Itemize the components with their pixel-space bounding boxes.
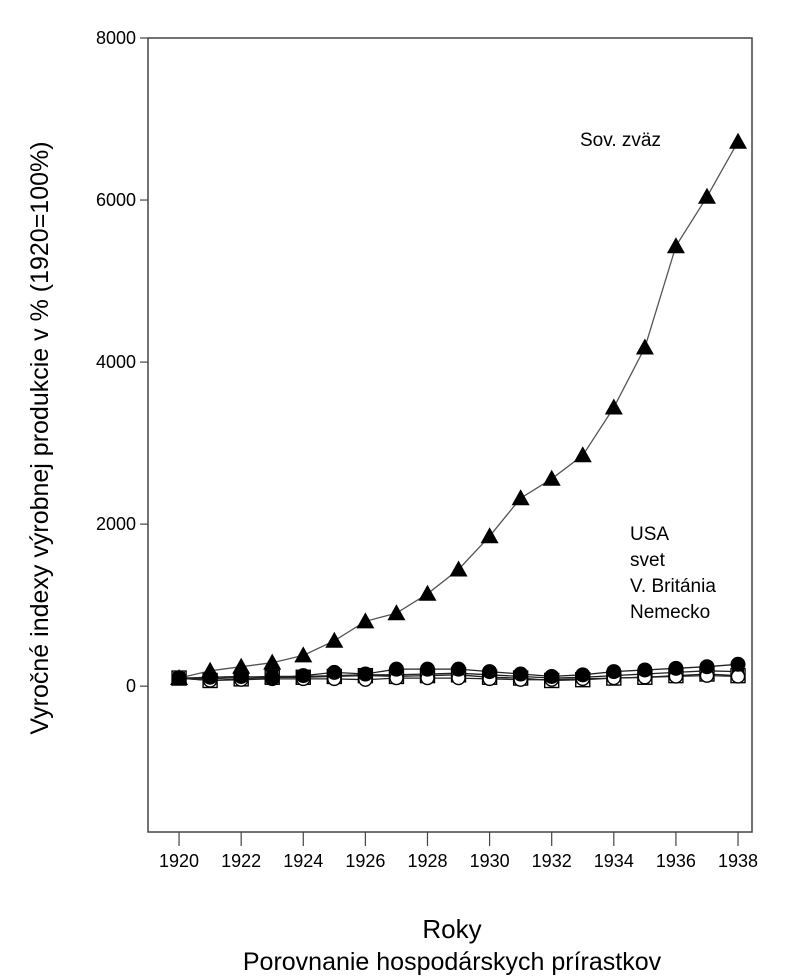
data-point [295,668,311,684]
data-point [666,237,685,254]
data-point [170,669,189,686]
data-point [635,338,654,355]
data-point [637,662,653,678]
data-point [542,469,561,486]
data-point [388,661,404,677]
x-tick-label: 1920 [159,851,199,871]
data-point [513,666,529,682]
data-point [606,664,622,680]
data-point [419,661,435,677]
x-axis: 1920 1922 1924 1926 1928 1930 1932 1934 1936 1938 [159,832,758,871]
x-tick-label: 1928 [407,851,447,871]
x-tick-label: 1922 [221,851,261,871]
data-point [604,398,623,415]
x-tick-label: 1926 [345,851,385,871]
x-tick-label: 1932 [532,851,572,871]
data-point [418,584,437,601]
data-point [544,668,560,684]
data-point [356,612,375,629]
x-tick-label: 1938 [718,851,758,871]
series-line-sov-zv-z [178,141,739,679]
data-point [480,527,499,544]
data-point [326,664,342,680]
data-point [511,489,530,506]
data-point [482,664,498,680]
data-point [575,667,591,683]
annotation-svet: svet [630,550,666,571]
data-point [357,666,373,682]
data-point [263,653,282,670]
plot-frame [147,37,753,833]
data-point [668,660,684,676]
data-point [264,670,280,686]
data-point [729,132,748,149]
y-axis-label: Vyročné indexy výrobnej produkcie v % (1… [26,141,54,734]
data-point [730,669,746,684]
x-tick-label: 1930 [470,851,510,871]
data-point [232,657,251,674]
x-tick-label: 1924 [283,851,323,871]
data-point [451,661,467,677]
data-point [730,656,746,672]
data-point [294,646,313,663]
data-point [201,661,220,678]
data-point [697,187,716,204]
x-axis-label: Roky [422,914,481,944]
series-lines [178,141,739,682]
data-point [325,631,344,648]
data-point [387,604,406,621]
series-markers [170,132,748,689]
y-tick-label: 0 [126,676,136,696]
annotation-sov-zvaz: Sov. zväz [580,130,661,151]
annotation-v-britania: V. Británia [630,576,716,597]
y-tick-label: 6000 [96,190,136,210]
annotation-nemecko: Nemecko [630,602,710,623]
chart-caption: Porovnanie hospodárskych prírastkov [243,948,662,976]
x-tick-label: 1936 [656,851,696,871]
data-point [449,560,468,577]
x-tick-label: 1934 [594,851,634,871]
annotation-usa: USA [630,524,669,545]
data-point [699,659,715,675]
y-tick-label: 2000 [96,514,136,534]
y-tick-label: 8000 [96,28,136,48]
y-tick-label: 4000 [96,352,136,372]
data-point [573,446,592,463]
y-axis: 0 2000 4000 6000 8000 [96,28,148,696]
